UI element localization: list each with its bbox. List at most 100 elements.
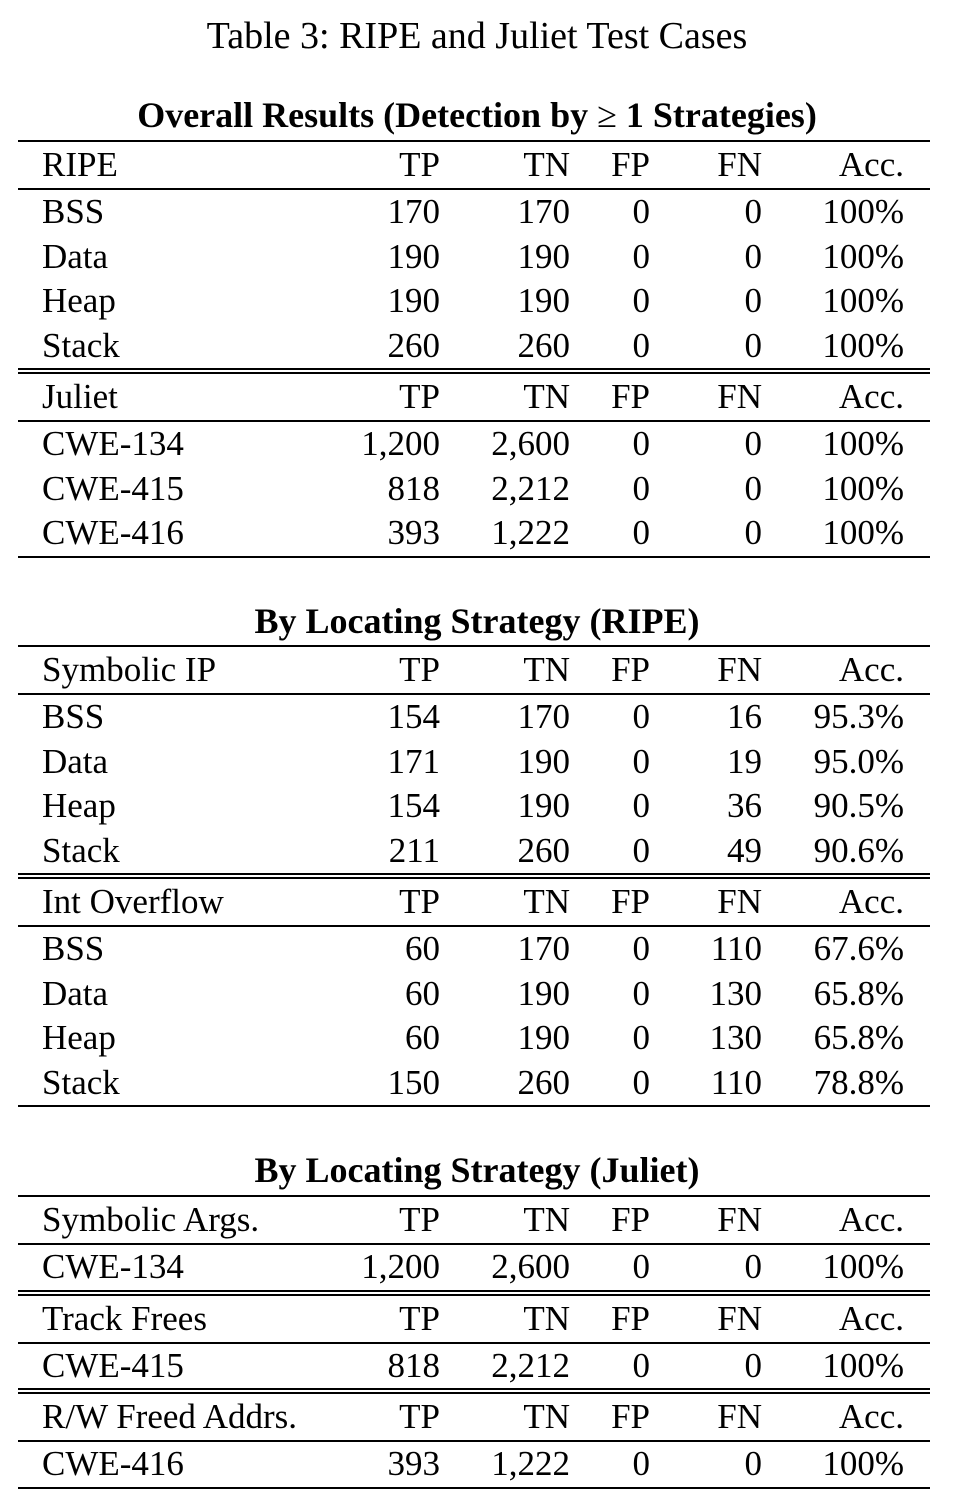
cell-fn: 110	[650, 1060, 762, 1107]
column-header: TN	[440, 1388, 570, 1442]
cell-tn: 170	[517, 929, 571, 968]
column-header: Acc.	[762, 645, 930, 695]
row-label: CWE-416	[18, 1441, 318, 1489]
column-header: FN	[650, 1388, 762, 1442]
column-header: TP	[318, 645, 440, 695]
column-header: FN	[650, 645, 762, 695]
row-label: BSS	[42, 697, 105, 736]
row-label: CWE-415	[42, 1345, 184, 1385]
group-label: Int Overflow	[18, 873, 318, 927]
cell-fn: 49	[727, 830, 762, 870]
column-header: TN	[440, 645, 570, 695]
cell-tn: 2,212	[491, 468, 570, 508]
cell-fn: 0	[744, 424, 763, 463]
cell-fp: 0	[632, 1247, 651, 1286]
section-title-juliet-strategy: By Locating Strategy (Juliet)	[254, 1150, 700, 1190]
cell-tn: 170	[517, 697, 571, 736]
column-header: TP	[318, 1388, 440, 1442]
row-label: Data	[42, 236, 109, 276]
cell-fp: 0	[632, 741, 651, 781]
cell-fn: 0	[744, 468, 763, 508]
cell-fp: 0	[632, 1345, 651, 1385]
cell-fn: 0	[650, 1441, 762, 1489]
table-header-row: RIPE TP TN FP FN Acc.	[18, 140, 930, 190]
column-header: TP	[318, 140, 440, 190]
cell-fp: 0	[632, 325, 651, 365]
cell-fn: 130	[709, 1018, 763, 1057]
column-header: TP	[318, 873, 440, 927]
section-title-overall: Overall Results (Detection by ≥ 1 Strate…	[0, 94, 954, 136]
section-title-overall-text-end: 1 Strategies)	[616, 95, 817, 135]
cell-tn: 1,222	[440, 511, 570, 558]
row-label: CWE-134	[42, 424, 184, 463]
table-row: CWE-416 393 1,222 0 0 100%	[18, 1441, 930, 1489]
cell-tp: 150	[318, 1060, 440, 1107]
cell-fn: 36	[727, 786, 762, 825]
cell-tp: 60	[405, 1018, 440, 1057]
cell-acc: 100%	[822, 281, 904, 320]
table-row: Stack 211 260 0 49 90.6%	[18, 829, 930, 877]
table-row: CWE-134 1,200 2,600 0 0 100%	[18, 1244, 930, 1293]
table-row: Data 171 190 0 19 95.0%	[18, 740, 930, 785]
cell-acc: 90.5%	[813, 786, 904, 825]
cell-fn: 0	[744, 236, 763, 276]
cell-tn: 190	[517, 786, 571, 825]
juliet-strategy-table: Symbolic Args. TP TN FP FN Acc. CWE-134 1,200 2,…	[18, 1195, 930, 1489]
column-header: FP	[570, 140, 650, 190]
row-label: Data	[42, 973, 109, 1013]
cell-tn: 2,600	[491, 424, 570, 463]
cell-tp: 154	[387, 697, 441, 736]
cell-fp: 0	[632, 786, 651, 825]
cell-fp: 0	[570, 511, 650, 558]
cell-fp: 0	[632, 830, 651, 870]
cell-tn: 2,212	[491, 1345, 570, 1385]
table-row: CWE-416 393 1,222 0 0 100%	[18, 511, 930, 558]
cell-tp: 818	[387, 1345, 441, 1385]
cell-tn: 260	[517, 325, 571, 365]
cell-tn: 190	[517, 741, 571, 781]
cell-fn: 110	[710, 929, 762, 968]
cell-tp: 190	[387, 281, 441, 320]
column-header: TN	[440, 140, 570, 190]
column-header: Acc.	[762, 140, 930, 190]
cell-fn: 19	[727, 741, 762, 781]
table-header-row: Symbolic IP TP TN FP FN Acc.	[18, 645, 930, 695]
row-label: BSS	[42, 192, 105, 231]
row-label: Data	[42, 741, 109, 781]
group-label: Track Frees	[18, 1289, 318, 1344]
cell-acc: 100%	[822, 1345, 904, 1385]
row-label: Heap	[42, 1018, 116, 1057]
cell-tp: 190	[387, 236, 441, 276]
table-header-row: Track Frees TP TN FP FN Acc.	[18, 1289, 930, 1344]
row-label: CWE-416	[18, 511, 318, 558]
cell-acc: 100%	[822, 325, 904, 365]
group-label: RIPE	[18, 140, 318, 190]
cell-fp: 0	[632, 468, 651, 508]
cell-fp: 0	[632, 236, 651, 276]
column-header: TN	[440, 1195, 570, 1245]
cell-tp: 1,200	[361, 424, 440, 463]
column-header: TP	[318, 1289, 440, 1344]
cell-tn: 190	[517, 973, 571, 1013]
table-row: BSS 154 170 0 16 95.3%	[18, 694, 930, 740]
column-header: Acc.	[762, 1289, 930, 1344]
cell-tp: 393	[318, 1441, 440, 1489]
group-label: Symbolic IP	[18, 645, 318, 695]
cell-fn: 0	[744, 1247, 763, 1286]
cell-fn: 130	[709, 973, 763, 1013]
table-caption: Table 3: RIPE and Juliet Test Cases	[206, 15, 748, 57]
column-header: Acc.	[762, 368, 930, 422]
table-row: Heap 190 190 0 0 100%	[18, 279, 930, 324]
cell-acc: 90.6%	[813, 830, 904, 870]
table-header-row: Int Overflow TP TN FP FN Acc.	[18, 873, 930, 927]
column-header: TN	[440, 1289, 570, 1344]
cell-acc: 100%	[762, 511, 930, 558]
cell-tn: 2,600	[491, 1247, 570, 1286]
table-row: Stack 260 260 0 0 100%	[18, 324, 930, 372]
table-row: BSS 60 170 0 110 67.6%	[18, 926, 930, 972]
column-header: TP	[318, 368, 440, 422]
column-header: TN	[440, 873, 570, 927]
column-header: FP	[570, 1289, 650, 1344]
column-header: FP	[570, 645, 650, 695]
row-label: CWE-415	[42, 468, 184, 508]
